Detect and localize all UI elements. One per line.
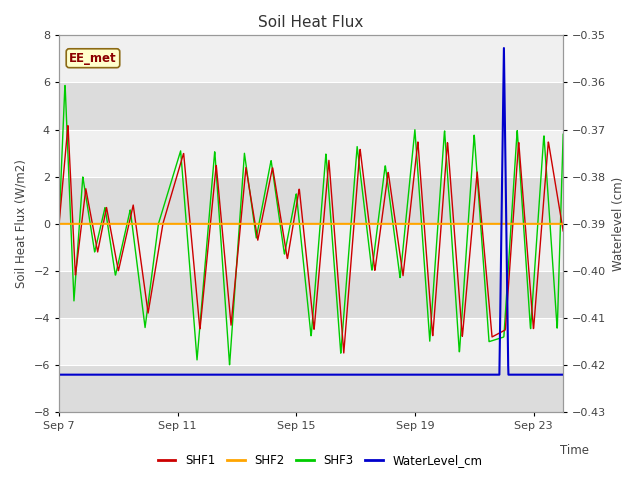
Bar [59,271,563,318]
Legend: SHF1, SHF2, SHF3, WaterLevel_cm: SHF1, SHF2, SHF3, WaterLevel_cm [153,449,487,472]
Title: Soil Heat Flux: Soil Heat Flux [259,15,364,30]
Y-axis label: Soil Heat Flux (W/m2): Soil Heat Flux (W/m2) [15,159,28,288]
Y-axis label: Waterlevel (cm): Waterlevel (cm) [612,177,625,271]
Bar [59,177,563,224]
Text: Time: Time [560,444,589,456]
Bar [59,83,563,130]
Text: EE_met: EE_met [69,52,116,65]
Bar [59,365,563,412]
